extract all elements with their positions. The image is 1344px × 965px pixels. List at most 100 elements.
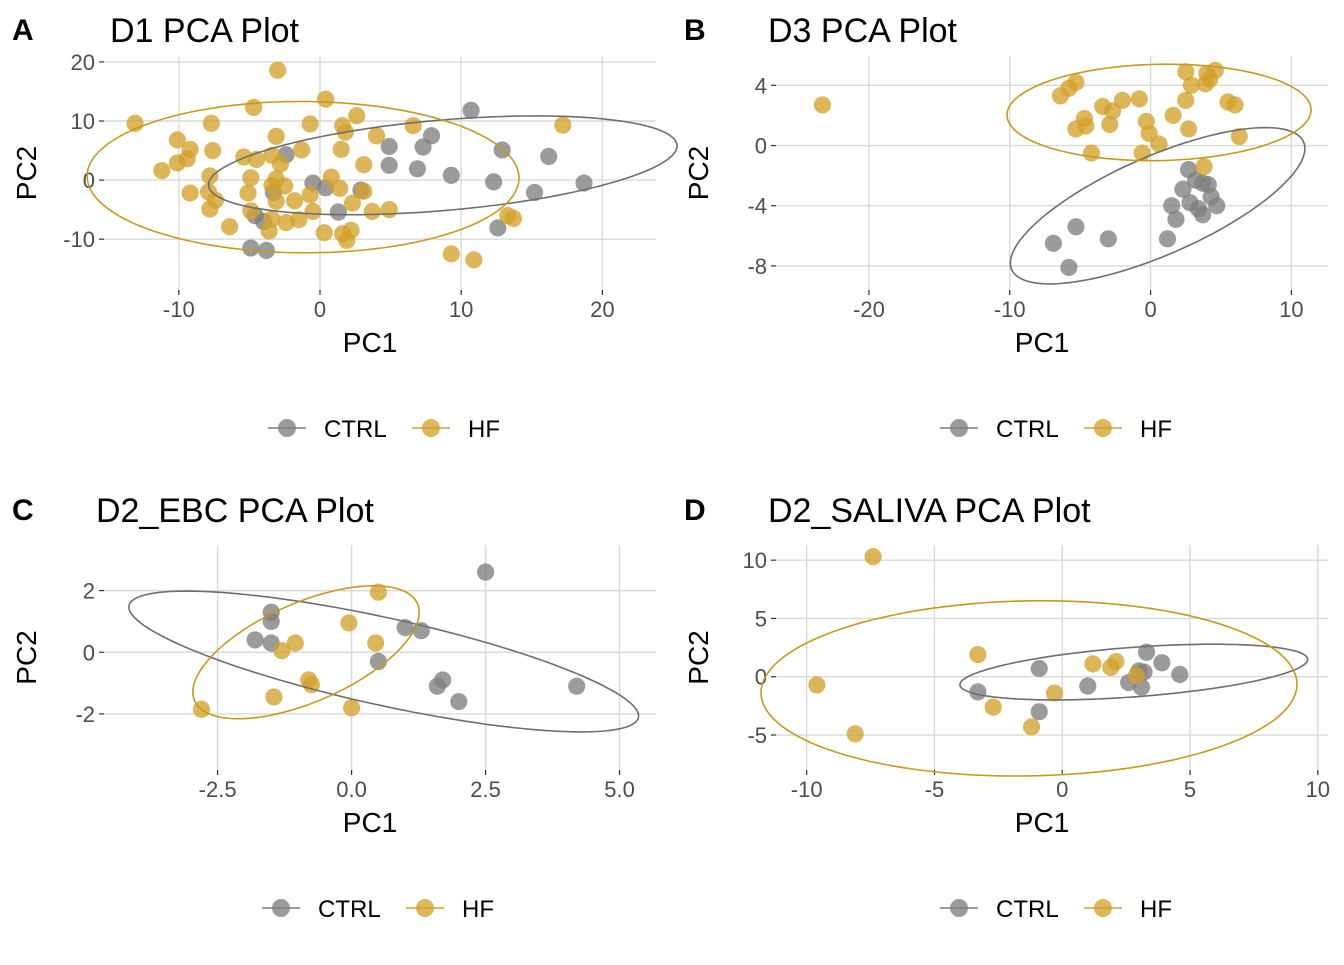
point-hf (1051, 87, 1070, 105)
point-ctrl (257, 241, 275, 260)
point-hf (202, 114, 220, 132)
x-tick-label: -5 (925, 777, 945, 802)
point-ctrl (1067, 218, 1085, 236)
point-hf (271, 155, 290, 173)
series-ctrl (246, 563, 586, 711)
point-ctrl (1060, 258, 1078, 277)
point-hf (1102, 658, 1120, 677)
point-hf (465, 251, 483, 269)
point-hf (1182, 76, 1201, 94)
point-ctrl (1030, 659, 1048, 678)
plot-title: D2_SALIVA PCA Plot (768, 492, 1091, 530)
plot-title: D3 PCA Plot (768, 12, 958, 50)
point-hf (813, 96, 832, 114)
legend-key-point (1094, 419, 1112, 437)
grid (776, 56, 1328, 290)
point-hf (342, 699, 361, 717)
point-ctrl (462, 101, 480, 119)
y-axis-label: PC2 (11, 146, 42, 200)
point-ctrl (489, 219, 507, 237)
series-ctrl (969, 643, 1189, 721)
point-ctrl (450, 692, 468, 711)
point-ctrl (568, 677, 586, 695)
legend-item-ctrl: CTRL (940, 896, 1059, 923)
legend: CTRL HF (268, 416, 500, 443)
point-ctrl (1153, 654, 1171, 672)
point-hf (554, 116, 572, 134)
point-ctrl (242, 239, 260, 257)
point-ctrl (575, 174, 593, 192)
point-hf (168, 131, 187, 149)
point-hf (260, 222, 278, 240)
x-tick-label: 10 (449, 297, 473, 322)
y-tick-label: 0 (755, 665, 767, 690)
y-tick-label: 0 (83, 640, 95, 665)
legend: CTRL HF (940, 416, 1172, 443)
y-tick-label: 2 (83, 579, 95, 604)
series-ctrl (1044, 161, 1226, 277)
point-hf (1130, 90, 1148, 108)
x-tick-label: -10 (791, 777, 823, 802)
point-hf (969, 645, 987, 664)
ellipse-hf (1006, 63, 1312, 162)
ellipse-ctrl (959, 643, 1309, 701)
point-hf (1082, 144, 1101, 162)
x-tick-label: -20 (853, 297, 885, 322)
plot-title: D1 PCA Plot (110, 12, 300, 50)
point-hf (984, 698, 1002, 716)
panel-tag: C (12, 494, 34, 527)
point-hf (369, 583, 387, 601)
legend-label: CTRL (996, 416, 1059, 443)
x-axis-label: PC1 (343, 327, 397, 358)
point-hf (340, 614, 358, 632)
x-axis-label: PC1 (1015, 327, 1069, 358)
point-ctrl (969, 683, 987, 701)
point-ctrl (442, 166, 460, 184)
ellipse-ctrl (1009, 126, 1306, 285)
point-hf (1179, 120, 1198, 138)
point-ctrl (380, 156, 398, 174)
x-tick-label: -2.5 (199, 777, 237, 802)
panel-d: D D2_SALIVA PCA Plot -10 -5 0 5 10 -5 0 5 10 PC1 PC2… (683, 492, 1330, 923)
point-hf (363, 202, 381, 221)
y-tick-label: 10 (71, 109, 95, 134)
point-ctrl (525, 183, 544, 202)
y-tick-label: 4 (755, 73, 767, 98)
point-hf (404, 117, 422, 135)
y-tick-label: 5 (755, 606, 767, 631)
series-hf (808, 548, 1145, 743)
y-tick-label: 0 (83, 168, 95, 193)
ellipse-ctrl (128, 590, 640, 733)
panel-c: C D2_EBC PCA Plot -2.5 0.0 2.5 5.0 -2 0 2 PC1 PC2 C… (11, 492, 656, 923)
legend: CTRL HF (262, 896, 494, 923)
point-hf (442, 245, 460, 263)
x-tick-label: 10 (1279, 297, 1303, 322)
legend-item-ctrl: CTRL (268, 416, 387, 443)
legend-item-ctrl: CTRL (940, 416, 1059, 443)
legend-key-point (950, 899, 968, 917)
panel-tag: A (12, 14, 34, 47)
y-axis-label: PC2 (683, 146, 714, 200)
point-hf (1230, 127, 1248, 146)
point-ctrl (1174, 180, 1192, 198)
point-hf (221, 218, 239, 236)
point-hf (301, 186, 319, 204)
legend-key-point (1094, 899, 1112, 917)
point-ctrl (1030, 703, 1048, 721)
series-hf (126, 61, 572, 269)
grid (104, 56, 656, 290)
point-hf (1195, 158, 1213, 176)
legend-label: CTRL (996, 896, 1059, 923)
legend-key-point (950, 419, 968, 437)
x-tick-label: 0.0 (336, 777, 367, 802)
series-hf (813, 61, 1248, 176)
point-ctrl (1163, 197, 1181, 215)
legend-item-hf: HF (412, 416, 500, 443)
point-hf (201, 167, 219, 185)
point-hf (204, 141, 222, 160)
x-tick-label: -10 (994, 297, 1026, 322)
point-ctrl (1137, 643, 1156, 661)
legend-key-point (422, 419, 440, 437)
point-ctrl (1208, 197, 1226, 215)
point-ctrl (1171, 665, 1189, 684)
